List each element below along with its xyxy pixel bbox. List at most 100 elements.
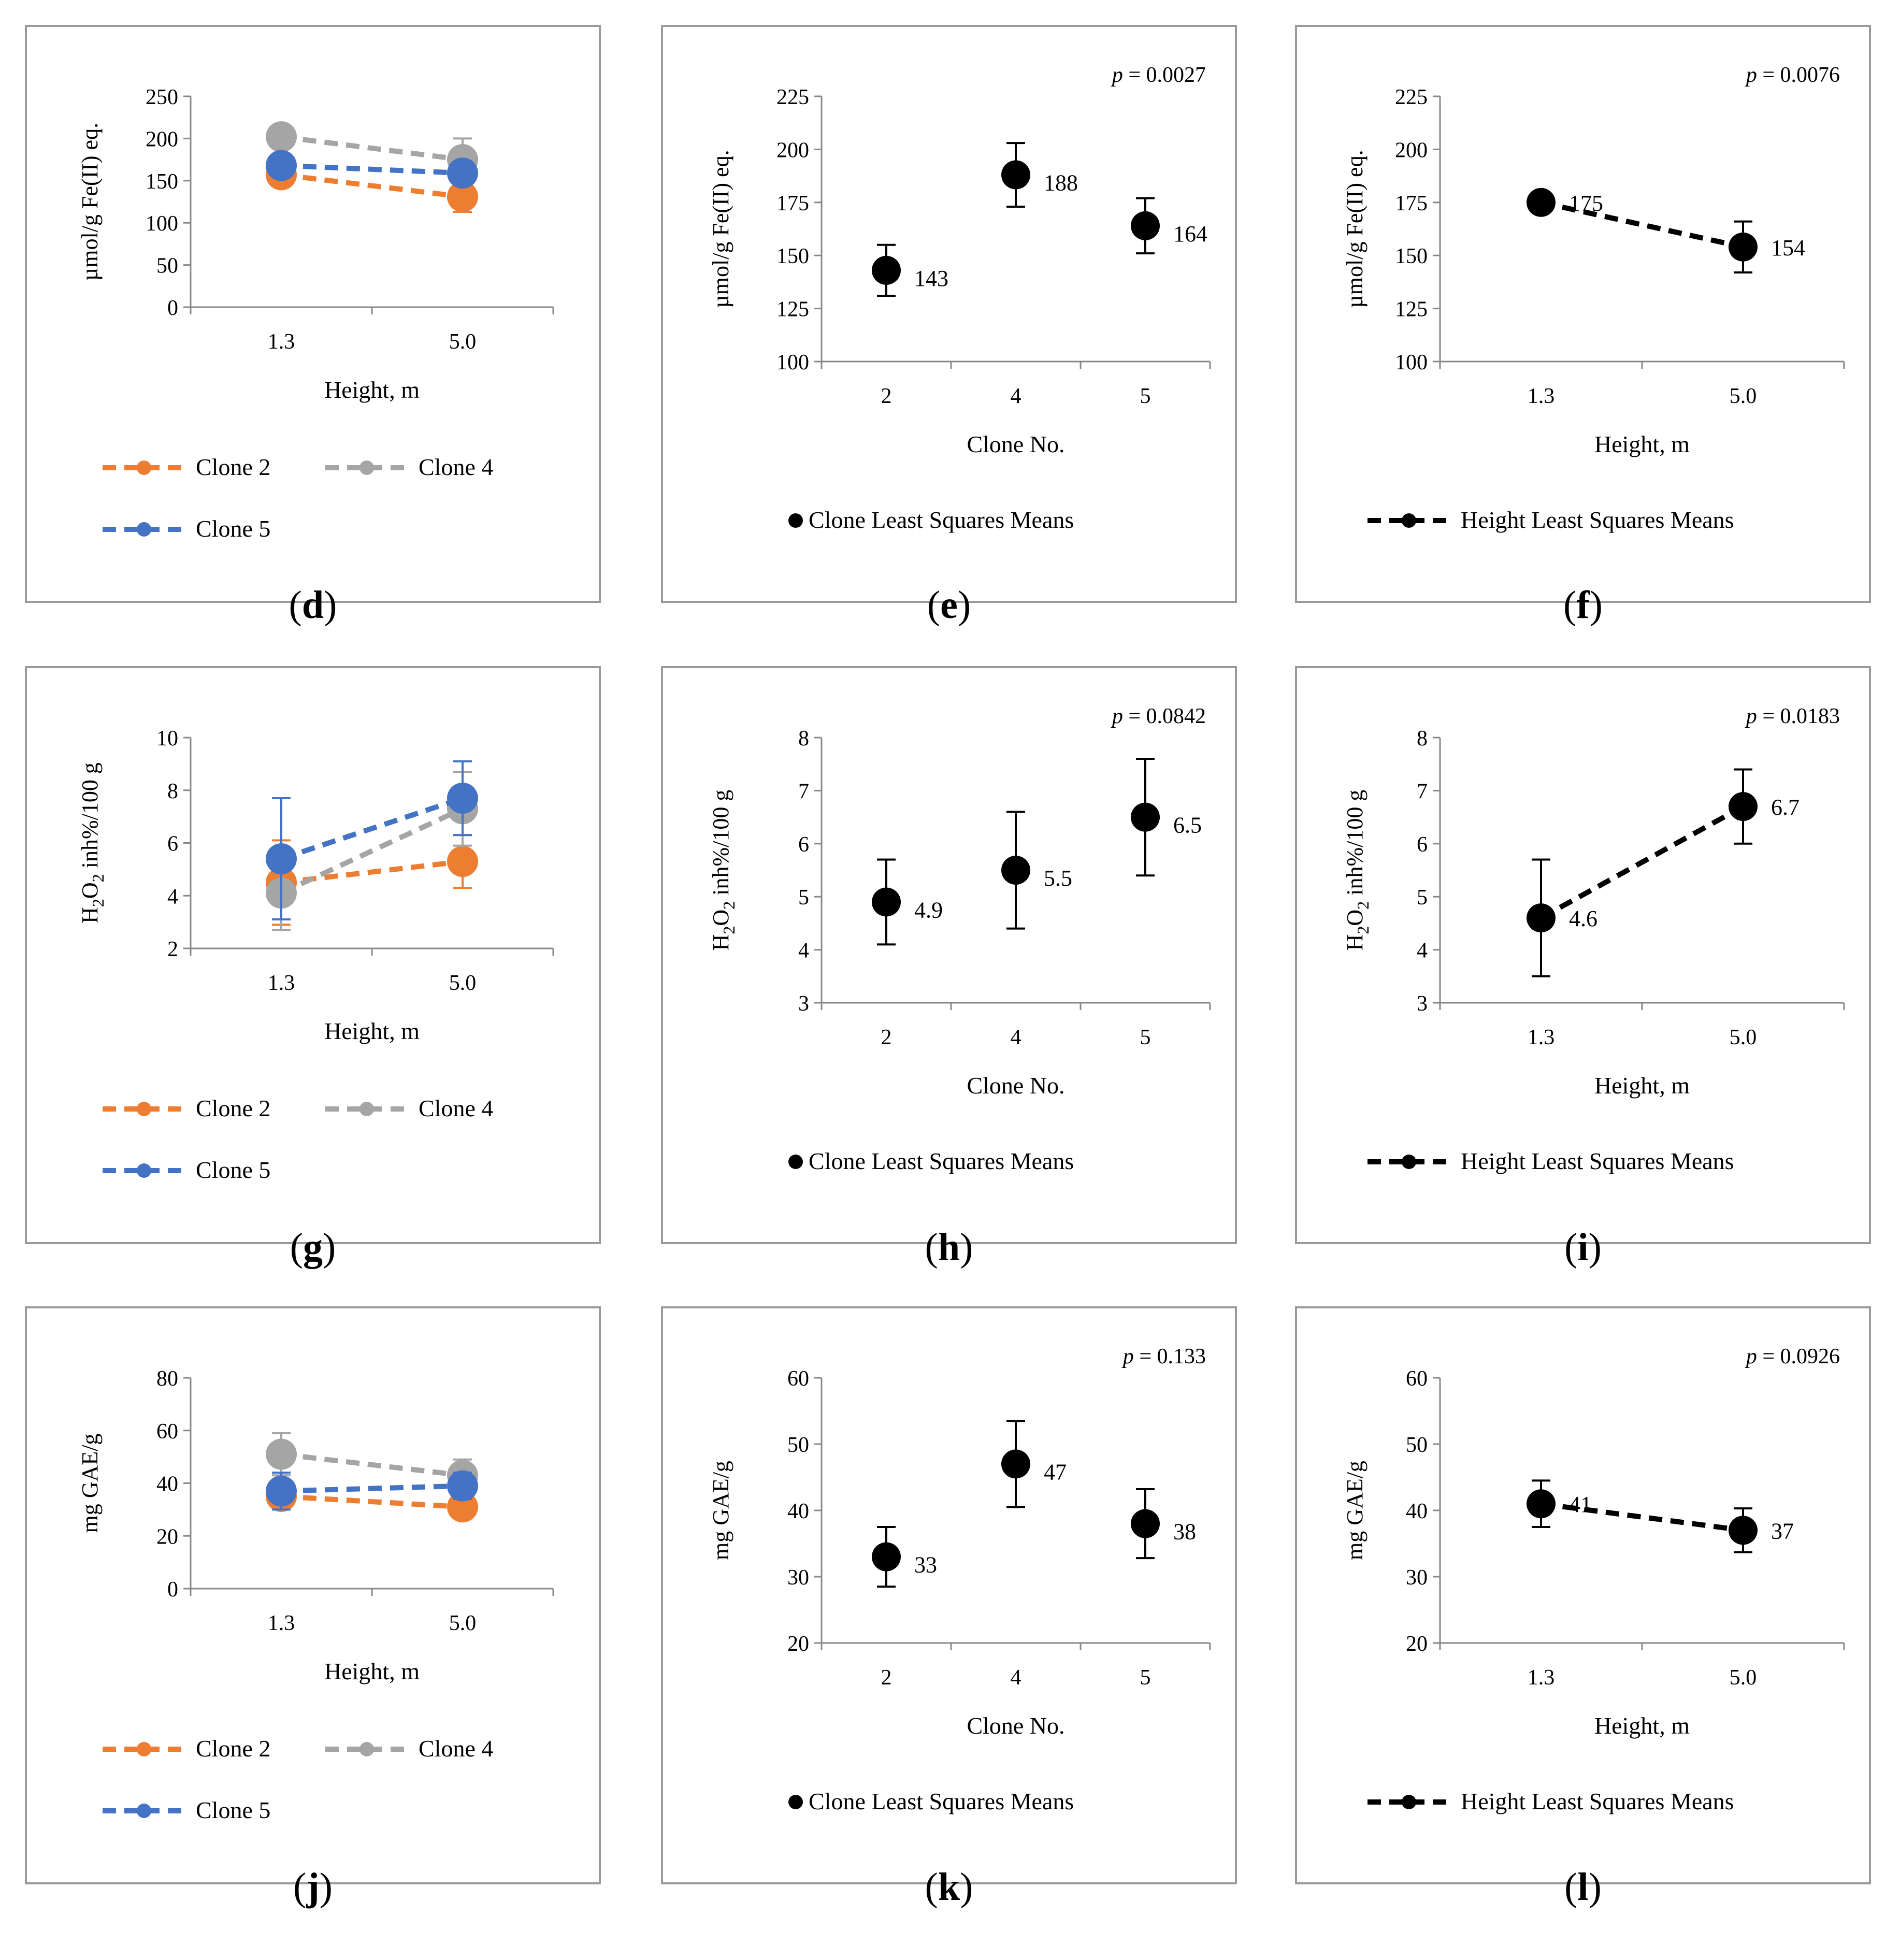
data-point xyxy=(447,846,478,877)
y-tick-label: 3 xyxy=(798,992,809,1016)
panel-caption-letter: g xyxy=(303,1226,323,1269)
data-label: 4.9 xyxy=(914,897,943,923)
panel-caption-f: (f) xyxy=(1563,583,1603,627)
x-tick-label: 1.3 xyxy=(268,330,295,354)
data-point xyxy=(872,255,901,285)
chart-f: 100 125 150 175 200 225 1.3 5.0 Height, m µmol/g … xyxy=(1342,63,1845,533)
legend-swatch-marker xyxy=(1402,1795,1416,1809)
x-axis-title: Clone No. xyxy=(967,1712,1064,1739)
x-tick-label: 1.3 xyxy=(268,1611,295,1635)
y-tick-label: 150 xyxy=(1395,244,1428,268)
legend-label: Height Least Squares Means xyxy=(1461,1788,1734,1814)
y-tick-label: 200 xyxy=(146,127,178,151)
data-label: 154 xyxy=(1771,235,1805,261)
p-value-label: p = 0.0027 xyxy=(1111,63,1206,87)
series-line-clone-2 xyxy=(281,1493,463,1510)
legend-swatch-marker xyxy=(359,1742,374,1756)
series-line-clone-5 xyxy=(280,796,464,861)
y-tick-label: 3 xyxy=(1417,992,1428,1016)
y-axis-title: H2O2 inh%/100 g xyxy=(77,762,107,924)
y-tick-label: 8 xyxy=(167,780,178,803)
y-tick-label: 100 xyxy=(1395,351,1428,374)
x-axis-title: Height, m xyxy=(324,377,420,403)
y-tick-label: 6 xyxy=(1417,833,1428,857)
data-label: 6.5 xyxy=(1173,813,1202,838)
y-axis-title: H2O2 inh%/100 g xyxy=(708,790,738,951)
y-tick-label: 125 xyxy=(776,298,809,322)
panel-caption-letter: l xyxy=(1577,1865,1589,1909)
chart-h: 3 4 5 6 7 8 2 4 5 Clone No. H2O2 inh%/100 g p = 0.0… xyxy=(708,704,1211,1174)
legend-label: Clone Least Squares Means xyxy=(809,507,1074,533)
y-tick-label: 50 xyxy=(787,1433,809,1457)
panel-g xyxy=(25,666,601,1244)
data-label: 33 xyxy=(914,1552,937,1578)
data-point xyxy=(266,150,297,181)
y-axis-title: H2O2 inh%/100 g xyxy=(1342,790,1372,951)
p-value-label: p = 0.0183 xyxy=(1745,704,1840,728)
series-line-clone-4 xyxy=(280,806,464,896)
panel-j xyxy=(25,1306,601,1884)
data-point xyxy=(1131,1509,1160,1538)
series-line-clone-5 xyxy=(281,1483,463,1494)
legend-label: Clone 4 xyxy=(419,1095,493,1121)
y-tick-label: 175 xyxy=(1395,192,1428,215)
x-tick-label: 5.0 xyxy=(449,330,477,354)
chart-g: 2 4 6 8 10 1.3 5.0 Height, m H2O2 inh%/100 g Clon… xyxy=(77,727,554,1183)
panel-caption-l: (l) xyxy=(1564,1865,1602,1909)
y-tick-label: 4 xyxy=(167,885,178,909)
panel-caption-i: (i) xyxy=(1564,1226,1602,1269)
data-label: 38 xyxy=(1173,1519,1196,1545)
x-axis-title: Clone No. xyxy=(967,431,1064,457)
x-tick-label: 1.3 xyxy=(1528,1666,1555,1690)
data-label: 5.5 xyxy=(1044,866,1072,891)
series-line-height-least-squares-means xyxy=(1541,1501,1744,1533)
legend-swatch-marker xyxy=(359,460,374,475)
data-point xyxy=(1729,232,1758,262)
y-tick-label: 6 xyxy=(798,833,809,857)
y-tick-label: 200 xyxy=(776,138,809,162)
x-tick-label: 5.0 xyxy=(449,1611,477,1635)
legend-label: Clone 2 xyxy=(196,1735,270,1762)
y-axis-title: mg GAE/g xyxy=(1342,1461,1368,1560)
x-axis-title: Height, m xyxy=(1594,431,1690,457)
y-tick-label: 4 xyxy=(1417,939,1428,963)
panel-caption-d: (d) xyxy=(289,583,337,627)
data-point xyxy=(1729,792,1758,822)
y-tick-label: 20 xyxy=(1406,1632,1428,1656)
legend-label: Clone 5 xyxy=(196,1797,270,1823)
panel-caption-j: (j) xyxy=(293,1865,333,1909)
chart-j: 0 20 40 60 80 1.3 5.0 Height, m mg GAE/g Clone 2 C… xyxy=(77,1367,554,1823)
data-point xyxy=(266,1438,297,1470)
data-label: 4.6 xyxy=(1569,906,1597,931)
series-line-height-least-squares-means xyxy=(1540,199,1744,250)
y-tick-label: 40 xyxy=(787,1500,809,1523)
y-tick-label: 30 xyxy=(1406,1566,1428,1590)
y-axis-title: mg GAE/g xyxy=(77,1434,103,1533)
chart-e: 100 125 150 175 200 225 2 4 5 Clone No. µmol/g Fe(… xyxy=(708,63,1211,533)
y-tick-label: 125 xyxy=(1395,298,1428,322)
y-tick-label: 0 xyxy=(167,296,178,320)
y-tick-label: 5 xyxy=(798,886,809,910)
x-tick-label: 4 xyxy=(1011,1666,1021,1690)
x-tick-label: 5.0 xyxy=(1730,384,1757,408)
y-tick-label: 60 xyxy=(787,1367,809,1391)
y-tick-label: 7 xyxy=(1417,780,1428,803)
chart-d: 0 50 100 150 200 250 1.3 5.0 Height, m µmol/g Fe(… xyxy=(77,85,554,542)
x-tick-label: 5.0 xyxy=(1730,1666,1757,1690)
data-point xyxy=(1131,802,1160,832)
legend-swatch-marker xyxy=(137,1742,151,1756)
y-tick-label: 20 xyxy=(156,1525,178,1549)
data-label: 41 xyxy=(1569,1492,1592,1517)
y-tick-label: 2 xyxy=(167,938,178,961)
y-tick-label: 60 xyxy=(156,1420,178,1444)
y-tick-label: 100 xyxy=(146,212,178,236)
panel-caption-h: (h) xyxy=(925,1226,973,1269)
y-tick-label: 200 xyxy=(1395,138,1428,162)
y-tick-label: 20 xyxy=(787,1632,809,1656)
y-axis-title: µmol/g Fe(II) eq. xyxy=(77,123,103,281)
data-point xyxy=(266,843,297,875)
data-point xyxy=(1729,1516,1758,1545)
y-tick-label: 80 xyxy=(156,1367,178,1391)
legend-label: Clone Least Squares Means xyxy=(809,1788,1074,1814)
y-tick-label: 4 xyxy=(798,939,809,963)
